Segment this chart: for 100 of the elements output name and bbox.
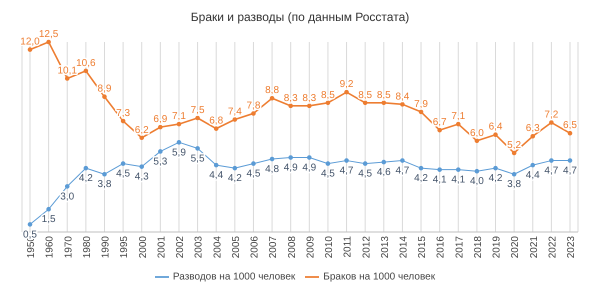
point: [344, 158, 349, 163]
data-label: 7,9: [414, 98, 428, 110]
data-label: 4,8: [265, 164, 280, 176]
data-label: 12,5: [38, 29, 59, 40]
data-label: 9,2: [340, 79, 354, 90]
point: [139, 164, 144, 169]
data-label: 4,2: [78, 173, 94, 184]
data-label: 4,1: [451, 174, 466, 186]
point: [176, 122, 182, 126]
point: [64, 76, 70, 81]
data-label: 8,5: [376, 90, 392, 101]
point: [120, 118, 126, 124]
x-tick-label: 2019: [492, 236, 503, 258]
point: [46, 206, 51, 212]
data-label: 8,4: [395, 91, 410, 102]
data-label: 3,8: [507, 179, 522, 190]
data-label: 6,9: [153, 114, 168, 126]
x-tick-label: 2017: [454, 236, 466, 258]
data-label: 8,5: [358, 90, 373, 101]
point: [214, 126, 219, 131]
data-label: 8,8: [265, 85, 280, 96]
data-label: 7,4: [228, 106, 242, 118]
data-label: 6,0: [470, 128, 484, 139]
legend-label: Разводов на 1000 человек: [172, 272, 296, 283]
point: [307, 155, 312, 160]
point: [568, 158, 572, 163]
point: [270, 156, 274, 162]
point: [251, 111, 256, 116]
point: [530, 162, 536, 168]
data-label: 4,9: [284, 162, 298, 174]
x-tick-label: 2010: [324, 236, 336, 258]
legend-label: Браков на 1000 человек: [323, 272, 436, 283]
point: [84, 68, 88, 74]
data-label: 4,7: [563, 166, 578, 177]
data-label: 8,3: [284, 92, 298, 104]
data-label: 5,3: [153, 156, 168, 168]
point: [214, 162, 219, 168]
point: [493, 132, 498, 138]
point: [362, 100, 368, 106]
data-label: 6,3: [526, 123, 540, 134]
data-label: 4,4: [526, 170, 540, 182]
data-label: 4,5: [358, 168, 373, 180]
x-tick-label: 2015: [417, 236, 428, 258]
data-label: 7,1: [451, 111, 466, 122]
point: [158, 149, 163, 154]
point: [232, 117, 238, 122]
point: [28, 47, 32, 52]
data-label: 4,4: [209, 170, 224, 182]
data-label: 4,5: [320, 168, 336, 180]
x-tick-label: 2016: [436, 236, 447, 258]
x-tick-label: 1970: [63, 236, 74, 258]
data-label: 8,3: [302, 92, 317, 104]
point: [176, 140, 182, 145]
point: [400, 102, 405, 107]
point: [326, 100, 330, 106]
point: [102, 94, 107, 100]
data-label: 12,0: [20, 36, 40, 48]
data-label: 3,8: [98, 179, 112, 190]
x-tick-label: 1995: [119, 236, 130, 258]
point: [474, 138, 480, 144]
point: [270, 96, 274, 101]
data-label: 6,4: [488, 122, 503, 133]
point: [400, 158, 405, 163]
point: [84, 166, 88, 170]
data-label: 7,1: [172, 111, 186, 122]
data-label: 8,5: [320, 90, 336, 101]
point: [120, 161, 126, 166]
x-tick-label: 2003: [194, 236, 205, 258]
data-label: 4,0: [470, 176, 484, 188]
point: [362, 161, 368, 166]
point: [418, 166, 424, 170]
point: [158, 124, 163, 130]
point: [493, 166, 498, 170]
x-tick-label: 2006: [250, 236, 261, 258]
point: [139, 135, 144, 140]
point: [195, 116, 200, 120]
x-tick-label: 2012: [361, 236, 372, 258]
point: [456, 122, 461, 126]
point: [64, 184, 70, 189]
x-tick-label: 2000: [138, 236, 149, 258]
data-label: 4,9: [302, 162, 317, 174]
point: [549, 158, 554, 163]
point: [418, 110, 424, 114]
point: [232, 166, 238, 170]
point: [307, 104, 312, 108]
point: [530, 134, 536, 139]
x-tick-label: 2011: [342, 236, 354, 258]
data-label: 4,5: [116, 168, 130, 180]
point: [288, 104, 293, 108]
data-label: 4,3: [134, 172, 150, 183]
x-tick-label: 2004: [212, 236, 224, 258]
data-label: 4,1: [432, 174, 448, 186]
data-label: 10,6: [76, 58, 96, 69]
data-label: 4,2: [228, 173, 242, 184]
x-tick-label: 2020: [510, 236, 522, 258]
data-label: 1,5: [42, 214, 56, 226]
point: [512, 172, 516, 177]
x-tick-label: 2013: [380, 236, 391, 258]
data-label: 6,5: [563, 120, 578, 132]
x-tick-label: 2002: [175, 236, 186, 258]
